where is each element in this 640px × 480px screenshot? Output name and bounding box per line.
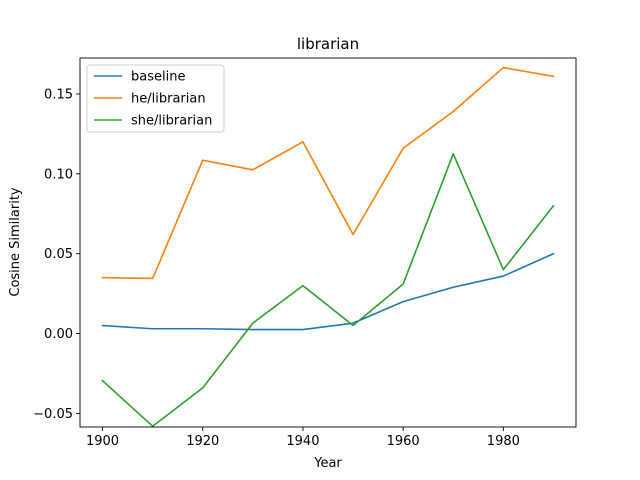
x-tick-label: 1960 xyxy=(387,434,420,449)
legend-label-baseline: baseline xyxy=(131,70,185,85)
plot-area: 1900 1920 1940 1960 1980 −0.05 0.00 0.05 0.10 0.1… xyxy=(33,57,577,449)
x-tick-label: 1920 xyxy=(186,434,219,449)
legend-label-she-librarian: she/librarian xyxy=(131,114,212,129)
y-tick-label: 0.10 xyxy=(44,167,73,182)
legend-box xyxy=(86,64,225,133)
y-axis-label: Cosine Similarity xyxy=(8,187,23,297)
legend-label-he-librarian: he/librarian xyxy=(131,92,206,107)
x-axis-label: Year xyxy=(313,456,342,471)
series-line-he-librarian xyxy=(101,66,555,280)
chart-title: librarian xyxy=(297,35,359,53)
axes-frame xyxy=(79,57,577,428)
y-tick-label: 0.15 xyxy=(44,87,73,102)
y-tick-label: −0.05 xyxy=(33,407,73,422)
x-tick-label: 1980 xyxy=(487,434,520,449)
y-tick-label: 0.00 xyxy=(44,327,73,342)
series-line-she-librarian xyxy=(101,153,555,428)
series-line-baseline xyxy=(101,252,555,331)
y-tick-label: 0.05 xyxy=(44,247,73,262)
x-tick-label: 1900 xyxy=(86,434,119,449)
x-tick-label: 1940 xyxy=(286,434,319,449)
